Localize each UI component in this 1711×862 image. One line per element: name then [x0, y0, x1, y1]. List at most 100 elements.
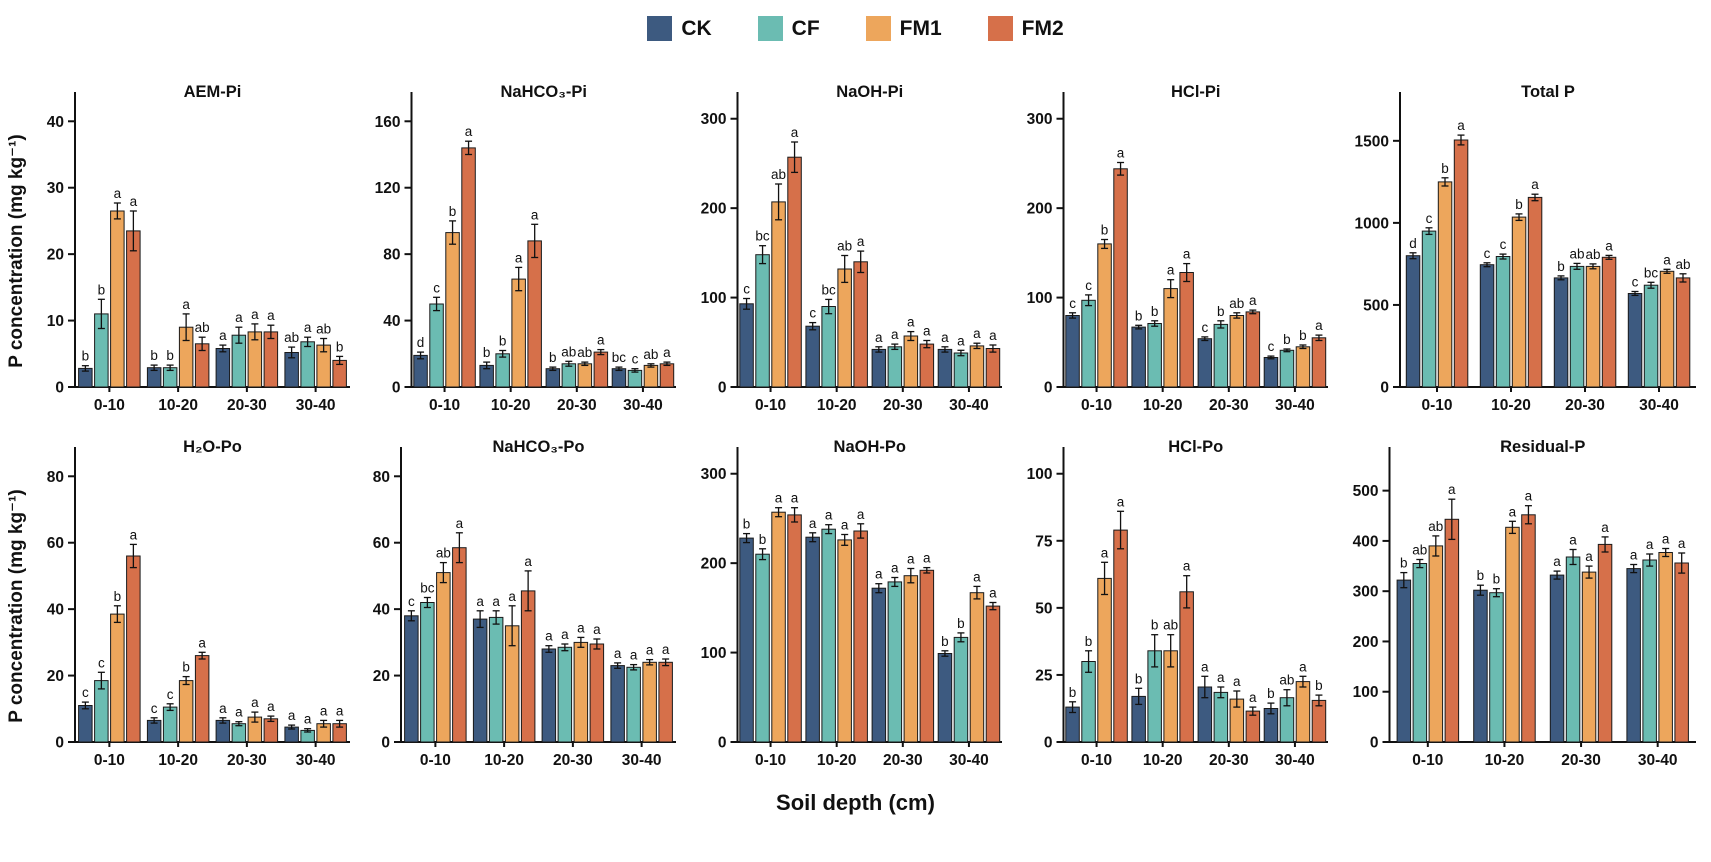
svg-text:b: b	[499, 334, 507, 349]
svg-text:160: 160	[375, 114, 401, 131]
svg-text:bc: bc	[612, 350, 627, 365]
svg-text:a: a	[1183, 559, 1191, 574]
chart-row-2: P concentration (mg kg⁻¹) H₂O-Po 0 20 40 60 8…	[4, 433, 1706, 778]
legend-label: FM2	[1021, 16, 1064, 40]
svg-text:a: a	[875, 330, 883, 345]
svg-text:a: a	[545, 629, 553, 644]
svg-text:a: a	[1183, 247, 1191, 262]
svg-text:0: 0	[718, 380, 727, 397]
svg-text:b: b	[1217, 304, 1225, 319]
svg-text:a: a	[1509, 504, 1517, 519]
svg-text:20-30: 20-30	[227, 397, 267, 414]
svg-text:a: a	[288, 708, 296, 723]
svg-text:a: a	[508, 589, 516, 604]
svg-text:a: a	[1630, 548, 1638, 563]
legend-item-ck: CK	[647, 16, 712, 41]
svg-text:20: 20	[47, 668, 64, 685]
svg-text:ab: ab	[1675, 257, 1690, 272]
svg-text:a: a	[524, 554, 532, 569]
svg-text:b: b	[1299, 328, 1307, 343]
svg-text:40: 40	[373, 602, 390, 619]
svg-text:b: b	[336, 339, 344, 354]
svg-text:a: a	[336, 703, 344, 718]
svg-text:c: c	[167, 687, 174, 702]
x-axis-label: Soil depth (cm)	[776, 790, 935, 815]
svg-text:c: c	[82, 685, 89, 700]
svg-text:a: a	[857, 507, 865, 522]
svg-text:ab: ab	[1229, 296, 1244, 311]
svg-text:ab: ab	[1569, 246, 1584, 261]
svg-text:a: a	[907, 315, 915, 330]
svg-text:a: a	[989, 328, 997, 343]
svg-text:0: 0	[1044, 735, 1053, 752]
svg-text:a: a	[1167, 263, 1175, 278]
svg-text:a: a	[1569, 533, 1577, 548]
svg-text:HCl-Po: HCl-Po	[1168, 438, 1223, 456]
svg-text:a: a	[465, 124, 473, 139]
svg-text:0-10: 0-10	[1081, 397, 1112, 414]
svg-text:a: a	[791, 125, 799, 140]
svg-text:b: b	[98, 282, 106, 297]
svg-text:c: c	[1268, 339, 1275, 354]
svg-text:10-20: 10-20	[491, 397, 531, 414]
svg-text:300: 300	[1027, 111, 1053, 128]
svg-text:500: 500	[1353, 483, 1379, 500]
svg-text:bc: bc	[420, 581, 435, 596]
svg-text:20-30: 20-30	[1561, 752, 1601, 769]
svg-text:bc: bc	[822, 282, 837, 297]
svg-text:HCl-Pi: HCl-Pi	[1171, 83, 1221, 101]
svg-text:0-10: 0-10	[1081, 752, 1112, 769]
svg-text:a: a	[809, 516, 817, 531]
svg-text:c: c	[408, 594, 415, 609]
svg-text:a: a	[1117, 146, 1125, 161]
svg-text:20-30: 20-30	[227, 752, 267, 769]
svg-text:1000: 1000	[1355, 215, 1389, 232]
svg-text:10-20: 10-20	[1143, 752, 1183, 769]
svg-text:a: a	[662, 642, 670, 657]
svg-text:0: 0	[718, 735, 727, 752]
svg-text:ab: ab	[643, 347, 658, 362]
svg-text:a: a	[1531, 177, 1539, 192]
svg-text:b: b	[1151, 618, 1159, 633]
svg-text:10-20: 10-20	[158, 752, 198, 769]
svg-text:a: a	[251, 695, 259, 710]
legend-item-fm1: FM1	[865, 16, 942, 41]
svg-text:a: a	[646, 643, 654, 658]
svg-text:80: 80	[383, 247, 400, 264]
svg-text:NaHCO₃-Po: NaHCO₃-Po	[493, 438, 585, 456]
svg-text:30-40: 30-40	[1275, 752, 1315, 769]
svg-text:20: 20	[373, 668, 390, 685]
svg-text:b: b	[743, 517, 751, 532]
svg-text:c: c	[1426, 211, 1433, 226]
svg-text:a: a	[492, 594, 500, 609]
svg-text:bc: bc	[755, 229, 770, 244]
svg-text:b: b	[957, 616, 965, 631]
svg-text:a: a	[923, 551, 931, 566]
svg-text:0: 0	[55, 380, 64, 397]
svg-text:a: a	[251, 307, 259, 322]
panel-residual-p: Residual-P 0 100 200 300 400 500 0-10 b ab ab a 10-2…	[1338, 433, 1706, 778]
panel-hcl-pi: HCl-Pi 0 100 200 300 0-10 c c b a 10-20 b b a a 20-30 c b…	[1012, 78, 1338, 423]
legend-swatch-cf	[757, 16, 783, 41]
svg-text:a: a	[825, 508, 833, 523]
svg-text:ab: ab	[284, 330, 299, 345]
svg-text:0: 0	[1370, 735, 1379, 752]
svg-text:a: a	[630, 648, 638, 663]
svg-text:c: c	[1085, 278, 1092, 293]
svg-text:b: b	[483, 345, 491, 360]
svg-text:30-40: 30-40	[1275, 397, 1315, 414]
svg-text:a: a	[941, 330, 949, 345]
svg-text:20: 20	[47, 247, 64, 264]
svg-text:a: a	[456, 516, 464, 531]
svg-text:a: a	[791, 491, 799, 506]
svg-text:b: b	[1493, 572, 1501, 587]
svg-text:a: a	[267, 308, 275, 323]
svg-text:b: b	[1315, 678, 1323, 693]
svg-text:NaOH-Pi: NaOH-Pi	[836, 83, 903, 101]
svg-text:a: a	[1601, 520, 1609, 535]
svg-text:0-10: 0-10	[755, 397, 786, 414]
svg-text:bc: bc	[1644, 265, 1659, 280]
svg-text:a: a	[1299, 659, 1307, 674]
svg-text:c: c	[433, 280, 440, 295]
